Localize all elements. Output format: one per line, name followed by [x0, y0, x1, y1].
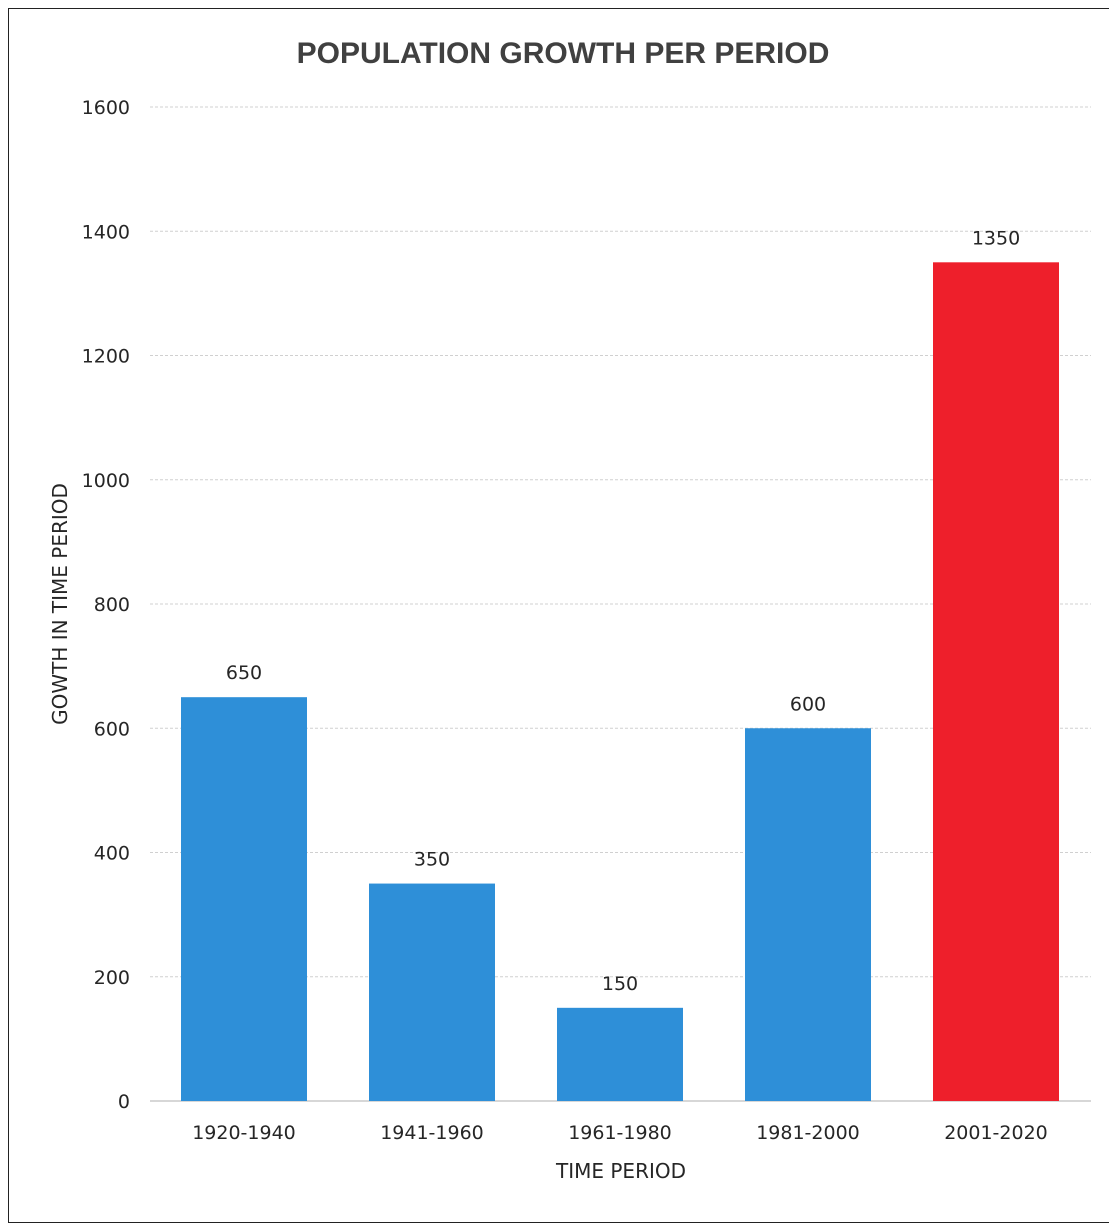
chart-title: POPULATION GROWTH PER PERIOD: [297, 37, 830, 70]
x-tick-label: 1961-1980: [568, 1122, 672, 1144]
y-tick-label: 600: [94, 718, 130, 740]
y-tick-label: 1000: [82, 470, 130, 492]
x-tick-label: 1941-1960: [380, 1122, 484, 1144]
y-tick-label: 1200: [82, 346, 130, 368]
bar-2001-2020: [933, 262, 1059, 1101]
x-axis-title: TIME PERIOD: [555, 1159, 686, 1183]
y-tick-label: 0: [118, 1091, 130, 1113]
data-label: 150: [602, 973, 638, 995]
bar-1981-2000: [745, 728, 871, 1101]
bar-1920-1940: [181, 697, 307, 1101]
y-tick-label: 1400: [82, 221, 130, 243]
data-label: 650: [226, 662, 262, 684]
x-tick-label: 2001-2020: [944, 1122, 1048, 1144]
data-labels: 650 350 150 600 1350: [226, 227, 1020, 995]
y-tick-label: 200: [94, 967, 130, 989]
bar-1961-1980: [557, 1007, 683, 1101]
y-axis-ticks: 0 200 400 600 800 1000 1200 1400 1600: [82, 97, 130, 1113]
x-tick-label: 1920-1940: [192, 1122, 296, 1144]
data-label: 350: [414, 849, 450, 871]
y-axis-title: GOWTH IN TIME PERIOD: [48, 483, 72, 725]
y-tick-label: 800: [94, 594, 130, 616]
y-tick-label: 400: [94, 843, 130, 865]
bar-1941-1960: [369, 883, 495, 1101]
x-axis-ticks: 1920-1940 1941-1960 1961-1980 1981-2000 2001…: [192, 1122, 1048, 1144]
data-label: 600: [790, 693, 826, 715]
x-tick-label: 1981-2000: [756, 1122, 860, 1144]
data-label: 1350: [972, 227, 1020, 249]
bars: [181, 262, 1059, 1101]
y-tick-label: 1600: [82, 97, 130, 119]
